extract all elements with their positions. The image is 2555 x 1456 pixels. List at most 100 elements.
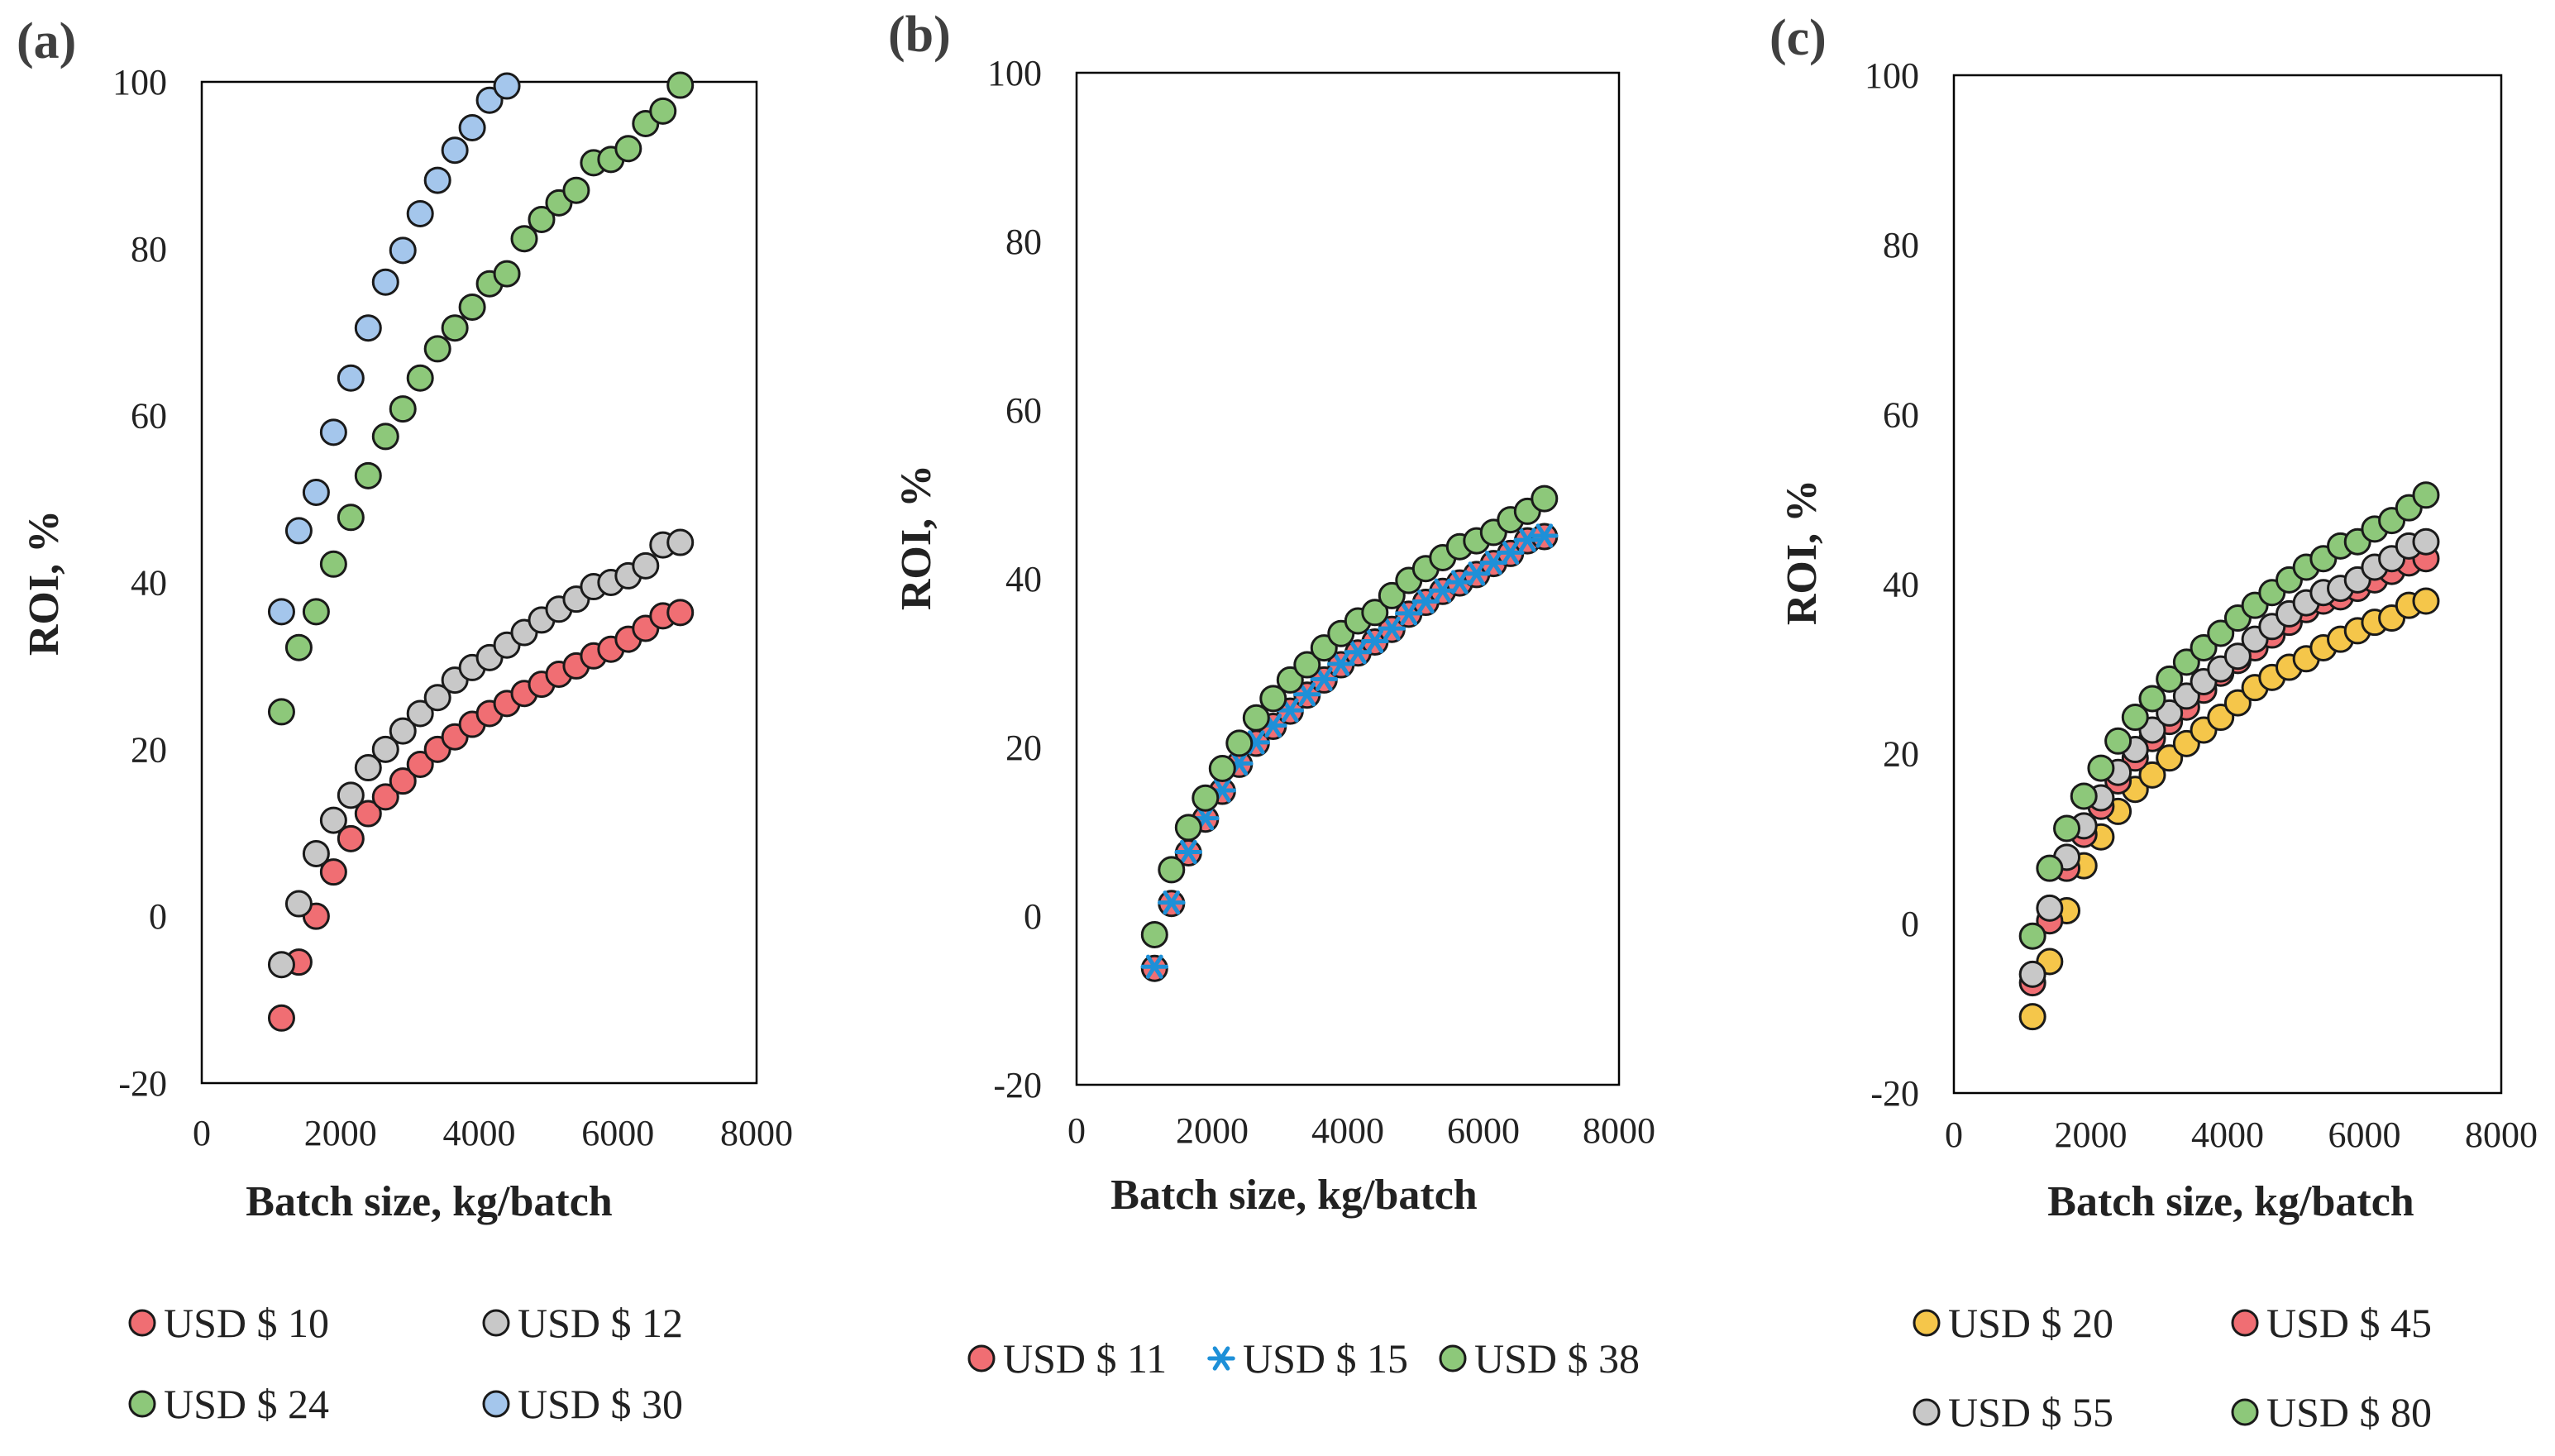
data-point	[1293, 651, 1321, 679]
data-point	[2087, 754, 2115, 782]
data-point	[1463, 561, 1491, 586]
data-point	[337, 504, 365, 532]
x-tick-label: 8000	[2465, 1115, 2538, 1155]
legend-marker	[482, 1390, 510, 1418]
data-point	[302, 598, 330, 626]
data-point	[267, 1004, 295, 1032]
data-point	[493, 72, 521, 100]
data-point	[1140, 954, 1169, 979]
y-tick-label: 100	[987, 53, 1042, 93]
data-point	[441, 314, 469, 342]
data-point	[562, 176, 590, 204]
data-point	[1378, 616, 1406, 641]
star-arm	[1281, 698, 1299, 723]
star-arm	[1366, 628, 1384, 654]
y-tick-label: 100	[1865, 55, 1919, 96]
series-30	[267, 72, 521, 626]
series-55	[2018, 528, 2440, 988]
star-arm	[1298, 682, 1316, 707]
chart-panel-a: (a) -20 0 20 40 60 80 100 0 2000 4000 6000 8000 Batch…	[17, 13, 793, 1427]
y-tick-label: 60	[1005, 390, 1042, 431]
y-tick-label: 60	[1883, 394, 1919, 435]
data-point	[1242, 704, 1270, 732]
x-tick-label: 6000	[2328, 1115, 2401, 1155]
data-point	[1327, 652, 1355, 676]
plot-area	[200, 80, 758, 1085]
plot-area	[1075, 71, 1621, 1086]
x-tick-label: 8000	[720, 1113, 793, 1153]
y-tick-label: 20	[131, 729, 167, 770]
star-arm	[1332, 652, 1350, 676]
data-point	[2223, 689, 2252, 717]
x-tick-label: 4000	[443, 1113, 516, 1153]
y-tick-label: -20	[993, 1065, 1042, 1105]
data-point	[267, 598, 295, 626]
data-point	[354, 800, 382, 828]
legend: USD $ 11 USD $ 15 USD $ 38	[967, 1335, 1640, 1382]
legend-marker	[967, 1344, 996, 1372]
data-point	[2412, 587, 2440, 615]
data-point	[2018, 1003, 2046, 1031]
data-point	[2190, 633, 2218, 661]
data-point	[319, 806, 347, 834]
data-point	[2104, 727, 2132, 755]
star-arm	[1383, 616, 1401, 641]
x-axis-title: Batch size, kg/batch	[246, 1178, 613, 1225]
y-tick-label: 20	[1883, 734, 1919, 775]
x-tick-label: 8000	[1583, 1110, 1655, 1151]
y-tick-label: 0	[1024, 896, 1042, 937]
y-axis-title: ROI, %	[893, 465, 940, 610]
data-point	[2018, 960, 2046, 988]
data-point	[354, 461, 382, 489]
data-point	[1293, 682, 1321, 707]
y-tick-label: -20	[1870, 1073, 1919, 1114]
data-point	[2207, 704, 2235, 732]
data-point	[284, 517, 313, 545]
legend-marker	[1913, 1398, 1941, 1426]
data-point	[337, 364, 365, 392]
legend-marker	[128, 1390, 156, 1418]
legend: USD $ 20 USD $ 45 USD $ 55 USD $ 80	[1913, 1300, 2432, 1435]
legend-label: USD $ 45	[2266, 1300, 2432, 1346]
data-point	[1361, 628, 1389, 654]
data-point	[1531, 523, 1559, 548]
data-point	[319, 418, 347, 446]
legend-marker	[1913, 1309, 1941, 1337]
data-point	[1174, 814, 1202, 842]
panel-label: (b)	[888, 7, 951, 63]
data-point	[2053, 814, 2081, 843]
y-tick-label: 20	[1005, 728, 1042, 768]
x-tick-label: 0	[1067, 1110, 1086, 1151]
data-point	[2156, 699, 2184, 727]
data-point	[632, 551, 660, 580]
star-arm	[1484, 551, 1502, 575]
legend-marker	[2231, 1309, 2259, 1337]
star-arm	[1400, 601, 1418, 626]
data-point	[2121, 704, 2149, 732]
data-point	[2138, 685, 2166, 713]
data-point	[389, 717, 417, 745]
y-tick-label: 80	[131, 229, 167, 270]
series-12	[267, 528, 695, 979]
data-point	[337, 781, 365, 809]
y-tick-label: -20	[118, 1063, 167, 1104]
legend-label: USD $ 55	[1948, 1389, 2113, 1435]
chart-panel-b: (b) -20 0 20 40 60 80 100 0 2000 4000 6000 8000 Batch…	[888, 7, 1655, 1382]
data-point	[2138, 761, 2166, 789]
data-point	[2412, 481, 2440, 509]
series-38	[1140, 485, 1559, 948]
data-point	[406, 199, 434, 227]
data-point	[267, 698, 295, 726]
y-axis-title: ROI, %	[1779, 480, 1826, 625]
x-tick-label: 4000	[1311, 1110, 1384, 1151]
y-tick-label: 40	[1005, 559, 1042, 599]
x-tick-label: 0	[193, 1113, 211, 1153]
series-10	[267, 599, 695, 1032]
x-tick-label: 2000	[1176, 1110, 1249, 1151]
data-point	[458, 114, 486, 142]
data-point	[284, 633, 313, 661]
data-point	[2018, 922, 2046, 950]
legend-label: USD $ 11	[1003, 1335, 1167, 1382]
x-axis-title: Batch size, kg/batch	[2047, 1178, 2414, 1225]
data-point	[1513, 528, 1542, 552]
